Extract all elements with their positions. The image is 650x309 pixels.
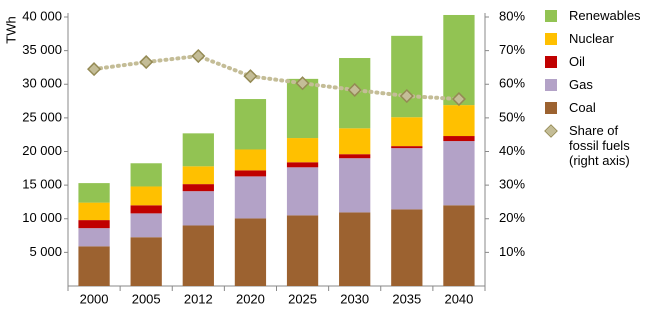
legend-item: Oil <box>545 54 650 69</box>
bar <box>391 35 423 118</box>
bar <box>182 184 214 192</box>
bar <box>443 14 475 106</box>
bar <box>286 215 319 286</box>
bar <box>286 167 319 216</box>
x-tick-label: 2030 <box>340 291 369 306</box>
x-tick-label: 2005 <box>132 291 161 306</box>
bar <box>339 154 371 159</box>
y-axis-label: TWh <box>3 16 18 43</box>
bar <box>130 205 162 214</box>
bar <box>234 218 267 286</box>
bar <box>182 166 214 185</box>
marker <box>139 54 154 70</box>
legend-swatch <box>545 79 557 91</box>
x-tick-label: 2000 <box>80 291 109 306</box>
y2-tick-label: 60% <box>499 76 525 91</box>
marker <box>295 76 310 91</box>
bar <box>130 213 162 238</box>
bar <box>391 148 423 210</box>
legend-item: Renewables <box>545 8 650 23</box>
bar <box>443 205 475 286</box>
bar <box>130 237 162 286</box>
bar <box>234 149 267 171</box>
y2-tick-label: 20% <box>499 210 525 225</box>
legend-label: Share of fossil fuels (right axis) <box>569 123 630 168</box>
y2-tick-label: 50% <box>499 109 525 124</box>
bar <box>182 225 214 286</box>
bar <box>391 117 423 147</box>
bar <box>234 99 267 150</box>
x-tick-label: 2020 <box>236 291 265 306</box>
legend-item: Nuclear <box>545 31 650 46</box>
legend-label: Coal <box>569 100 596 115</box>
legend-label: Renewables <box>569 8 641 23</box>
bar <box>130 163 162 187</box>
bar <box>443 136 475 142</box>
y2-tick-label: 30% <box>499 177 525 192</box>
y2-tick-label: 70% <box>499 42 525 57</box>
legend-swatch <box>545 56 557 68</box>
legend-item: Share of fossil fuels (right axis) <box>544 123 650 168</box>
y-tick-label: 5 000 <box>29 244 62 259</box>
bar <box>286 162 319 168</box>
y2-tick-label: 80% <box>499 8 525 23</box>
bar <box>78 228 110 247</box>
legend: Renewables Nuclear Oil Gas Coal Share of foss… <box>544 8 650 176</box>
bar <box>78 220 110 229</box>
bar <box>391 146 423 149</box>
legend-swatch <box>545 33 557 45</box>
legend-label: Oil <box>569 54 585 69</box>
legend-item: Gas <box>545 77 650 92</box>
y-tick-label: 35 000 <box>22 42 62 57</box>
x-tick-label: 2035 <box>392 291 421 306</box>
legend-swatch <box>545 10 557 22</box>
bar <box>130 186 162 206</box>
y-tick-label: 10 000 <box>22 210 62 225</box>
y-tick-label: 40 000 <box>22 8 62 23</box>
bar <box>443 105 475 137</box>
bar <box>339 158 371 213</box>
y-tick-label: 15 000 <box>22 177 62 192</box>
bar <box>234 176 267 219</box>
x-tick-label: 2040 <box>444 291 473 306</box>
legend-label: Gas <box>569 77 593 92</box>
line <box>92 53 461 102</box>
marker <box>191 48 206 64</box>
x-tick-label: 2025 <box>288 291 317 306</box>
y-tick-label: 25 000 <box>22 109 62 124</box>
bar <box>78 183 110 203</box>
legend-label: Nuclear <box>569 31 614 46</box>
bar <box>182 191 214 226</box>
y2-tick-label: 10% <box>499 244 525 259</box>
marker <box>347 82 362 98</box>
marker <box>399 88 414 104</box>
y-tick-label: 30 000 <box>22 76 62 91</box>
bar <box>286 138 319 163</box>
y2-tick-label: 40% <box>499 143 525 158</box>
bar <box>182 133 214 167</box>
x-tick-label: 2012 <box>184 291 213 306</box>
y-tick-label: 20 000 <box>22 143 62 158</box>
bar <box>391 209 423 286</box>
marker <box>87 62 102 77</box>
bar <box>339 128 371 155</box>
marker <box>451 91 466 107</box>
legend-swatch <box>545 102 557 114</box>
marker <box>243 69 258 84</box>
legend-swatch <box>544 124 558 138</box>
legend-item: Coal <box>545 100 650 115</box>
bar <box>78 202 110 221</box>
bar <box>78 246 110 286</box>
bar <box>234 170 267 177</box>
bar <box>339 212 371 286</box>
bar <box>443 141 475 206</box>
